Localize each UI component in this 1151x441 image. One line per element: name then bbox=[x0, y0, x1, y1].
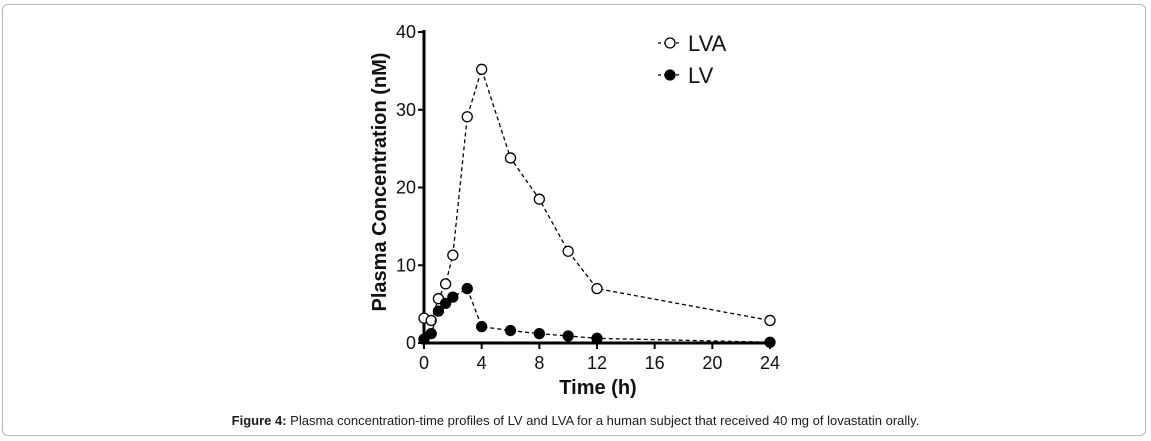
figure-frame bbox=[2, 4, 1146, 436]
legend-label-lv: LV bbox=[688, 63, 714, 88]
y-tick-label: 10 bbox=[396, 255, 416, 275]
data-point-lv bbox=[432, 305, 445, 317]
data-point-lv bbox=[504, 324, 517, 337]
tick-labels: 0 10 20 30 40 0 4 8 12 16 20 24 bbox=[396, 22, 780, 373]
data-point-lva bbox=[591, 282, 603, 295]
figure-caption: Figure 4: Plasma concentration-time prof… bbox=[0, 413, 1151, 428]
x-tick-label: 16 bbox=[645, 353, 665, 373]
y-tick-label: 30 bbox=[396, 100, 416, 120]
data-point-lv bbox=[425, 328, 437, 340]
series-lv bbox=[418, 282, 776, 348]
legend-marker-lva bbox=[664, 37, 676, 49]
y-tick-label: 0 bbox=[406, 333, 416, 353]
legend-item-lva: LVA bbox=[658, 31, 727, 56]
data-point-lv bbox=[461, 282, 473, 295]
y-tick-label: 20 bbox=[396, 178, 416, 198]
series-lva bbox=[418, 63, 776, 327]
y-tick-label: 40 bbox=[396, 22, 416, 42]
data-point-lv bbox=[562, 330, 574, 342]
x-tick-label: 4 bbox=[477, 353, 487, 373]
data-point-lv bbox=[533, 328, 545, 340]
axes bbox=[418, 30, 772, 349]
data-point-lva bbox=[764, 314, 776, 327]
legend-marker-lv bbox=[664, 69, 676, 81]
x-tick-label: 0 bbox=[419, 353, 429, 373]
legend-item-lv: LV bbox=[658, 63, 714, 88]
data-point-lva bbox=[461, 111, 473, 123]
data-point-lva bbox=[439, 278, 452, 290]
x-tick-label: 24 bbox=[760, 353, 780, 373]
x-tick-label: 20 bbox=[702, 353, 722, 373]
x-tick-label: 12 bbox=[587, 353, 607, 373]
y-axis-label: Plasma Concentration (nM) bbox=[369, 53, 391, 312]
caption-label: Figure 4: bbox=[231, 413, 287, 428]
data-point-lva bbox=[425, 314, 437, 327]
data-point-lva bbox=[562, 245, 574, 257]
data-point-lv bbox=[439, 297, 452, 309]
legend: LVA LV bbox=[658, 31, 727, 88]
data-point-lva bbox=[476, 63, 488, 75]
data-point-lva bbox=[504, 152, 517, 164]
data-point-lv bbox=[591, 332, 603, 344]
data-point-lv bbox=[764, 336, 776, 348]
data-point-lva bbox=[447, 249, 459, 261]
x-tick-label: 8 bbox=[534, 353, 544, 373]
series-line-lva bbox=[423, 67, 771, 322]
data-point-lv bbox=[476, 321, 488, 333]
caption-text: Plasma concentration-time profiles of LV… bbox=[286, 413, 920, 428]
data-point-lva bbox=[533, 193, 545, 205]
legend-label-lva: LVA bbox=[688, 31, 727, 56]
series-layer bbox=[418, 63, 776, 348]
data-point-lv bbox=[447, 291, 459, 303]
x-axis-label: Time (h) bbox=[559, 377, 636, 399]
